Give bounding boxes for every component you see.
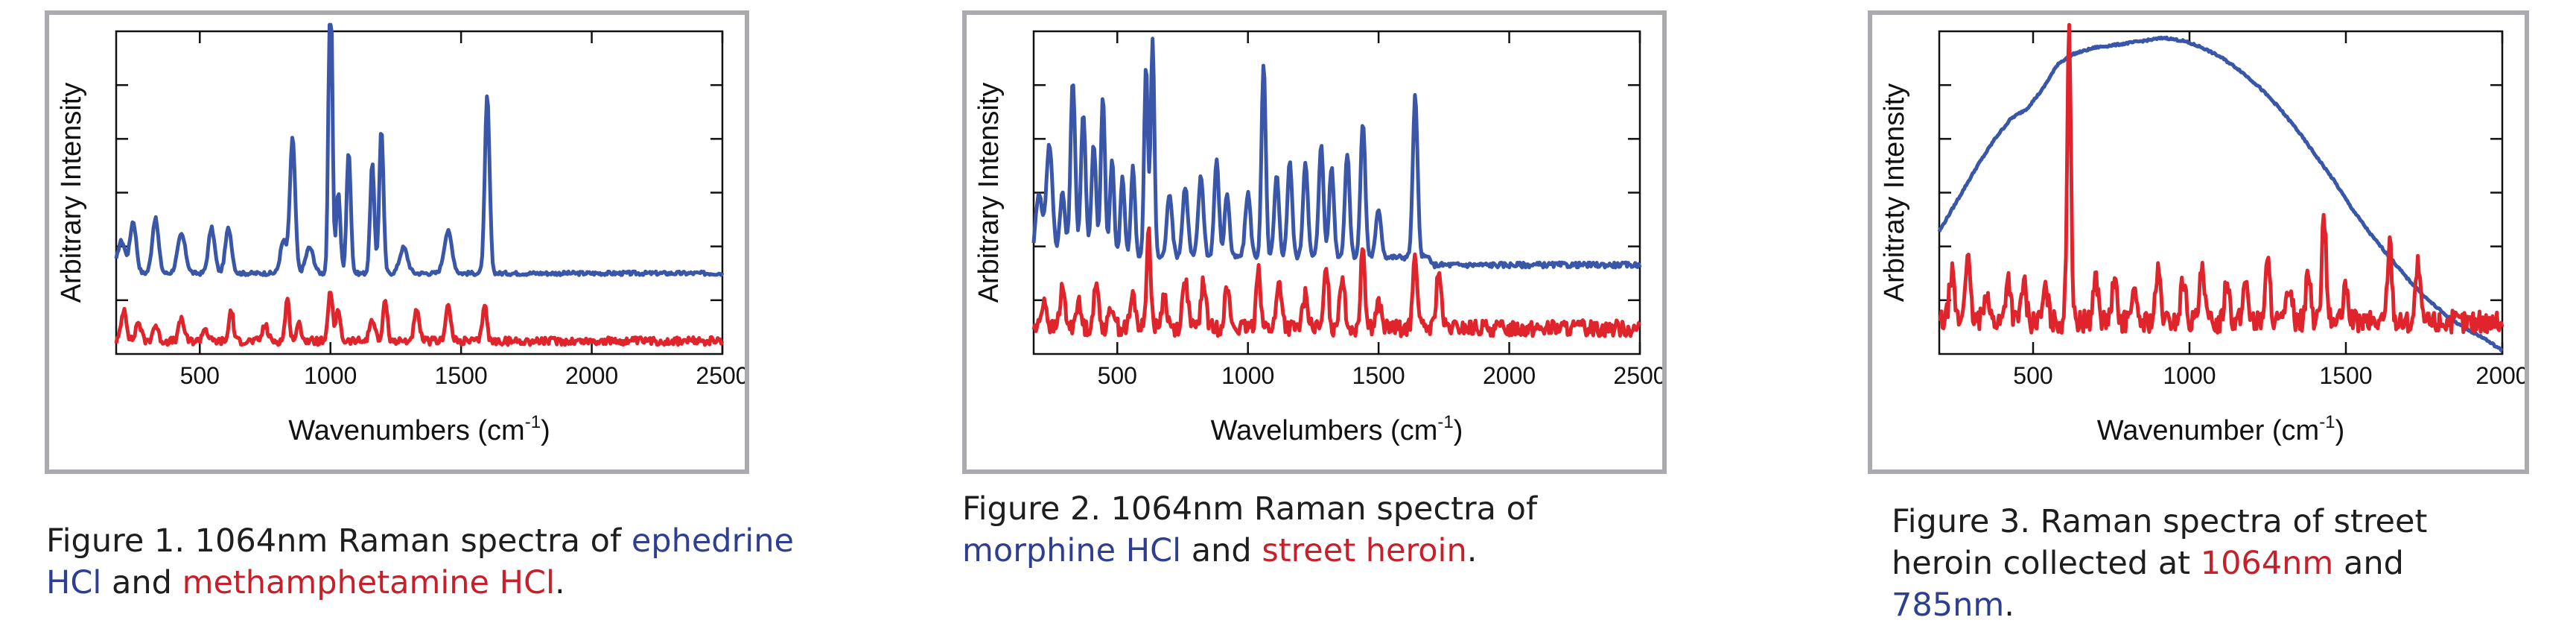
caption-mid: and	[2333, 545, 2404, 582]
caption-prefix: Figure 2. 1064nm Raman spectra of	[962, 490, 1538, 528]
figure-3-frame: 500 1000 1500 2000 Wavenumber (cm-1) Arbitrat…	[1868, 10, 2529, 474]
caption-red-text: street heroin	[1262, 532, 1467, 569]
caption-blue-text: 785nm	[1892, 587, 2005, 624]
x-tick-label: 500	[2013, 362, 2052, 389]
x-tick-label: 500	[1098, 362, 1137, 389]
plot-area	[115, 30, 724, 355]
caption-mid: and	[101, 564, 182, 601]
chart-1: 500 1000 1500 2000 2500 Wavenumbers (cm-1) Arb…	[56, 22, 745, 446]
x-tick-label: 2500	[696, 362, 745, 389]
caption-blue-text: morphine HCl	[962, 532, 1182, 569]
blue-series-line	[1937, 35, 2504, 353]
y-axis-label: Arbitraty Intensity	[1879, 83, 1910, 303]
y-axis-label: Arbitrary Intensity	[973, 83, 1005, 303]
caption-suffix: .	[2004, 587, 2014, 624]
figure-1-frame: 500 1000 1500 2000 2500 Wavenumbers (cm-1) Arb…	[45, 10, 749, 474]
blue-series-line	[1031, 37, 1642, 270]
x-tick-label: 2000	[1483, 362, 1536, 389]
figure-3-caption: Figure 3. Raman spectra of street heroin…	[1892, 501, 2525, 626]
x-tick-label: 500	[180, 362, 220, 389]
x-tick-label: 1500	[435, 362, 488, 389]
red-series-line	[1938, 22, 2505, 335]
x-axis-label: Wavelumbers (cm-1)	[1211, 412, 1463, 446]
chart-2: 500 1000 1500 2000 2500 Wavelumbers (cm-1) Arb…	[973, 30, 1662, 446]
x-tick-label: 2000	[565, 362, 618, 389]
red-series-line	[1031, 226, 1641, 338]
caption-suffix: .	[554, 564, 565, 601]
caption-prefix: Figure 3. Raman spectra of street heroin…	[1892, 503, 2428, 582]
x-tick-label: 2500	[1613, 362, 1662, 389]
caption-mid: and	[1181, 532, 1262, 569]
blue-series-line	[114, 22, 725, 277]
figure-1-caption: Figure 1. 1064nm Raman spectra of ephedr…	[46, 520, 806, 604]
x-tick-label: 1000	[1221, 362, 1274, 389]
caption-prefix: Figure 1. 1064nm Raman spectra of	[46, 522, 632, 560]
x-tick-label: 1500	[1352, 362, 1405, 389]
x-tick-label: 1500	[2319, 362, 2372, 389]
caption-suffix: .	[1466, 532, 1478, 569]
figure-2-caption: Figure 2. 1064nm Raman spectra of morphi…	[962, 488, 1670, 572]
x-tick-label: 1000	[2163, 362, 2216, 389]
x-axis-label: Wavenumbers (cm-1)	[288, 412, 550, 446]
figure-2-frame: 500 1000 1500 2000 2500 Wavelumbers (cm-1) Arb…	[962, 10, 1667, 474]
caption-blue-text: ephedrine HCl	[46, 522, 794, 601]
chart-3: 500 1000 1500 2000 Wavenumber (cm-1) Arbitrat…	[1879, 22, 2525, 446]
x-axis-label: Wavenumber (cm-1)	[2097, 412, 2344, 446]
plot-area	[1938, 30, 2504, 355]
x-tick-label: 1000	[304, 362, 357, 389]
x-tick-label: 2000	[2475, 362, 2525, 389]
y-axis-label: Arbitrary Intensity	[56, 83, 87, 303]
caption-red-text: methamphetamine HCl	[182, 564, 555, 601]
red-series-line	[114, 291, 725, 347]
caption-red-text: 1064nm	[2200, 545, 2334, 582]
